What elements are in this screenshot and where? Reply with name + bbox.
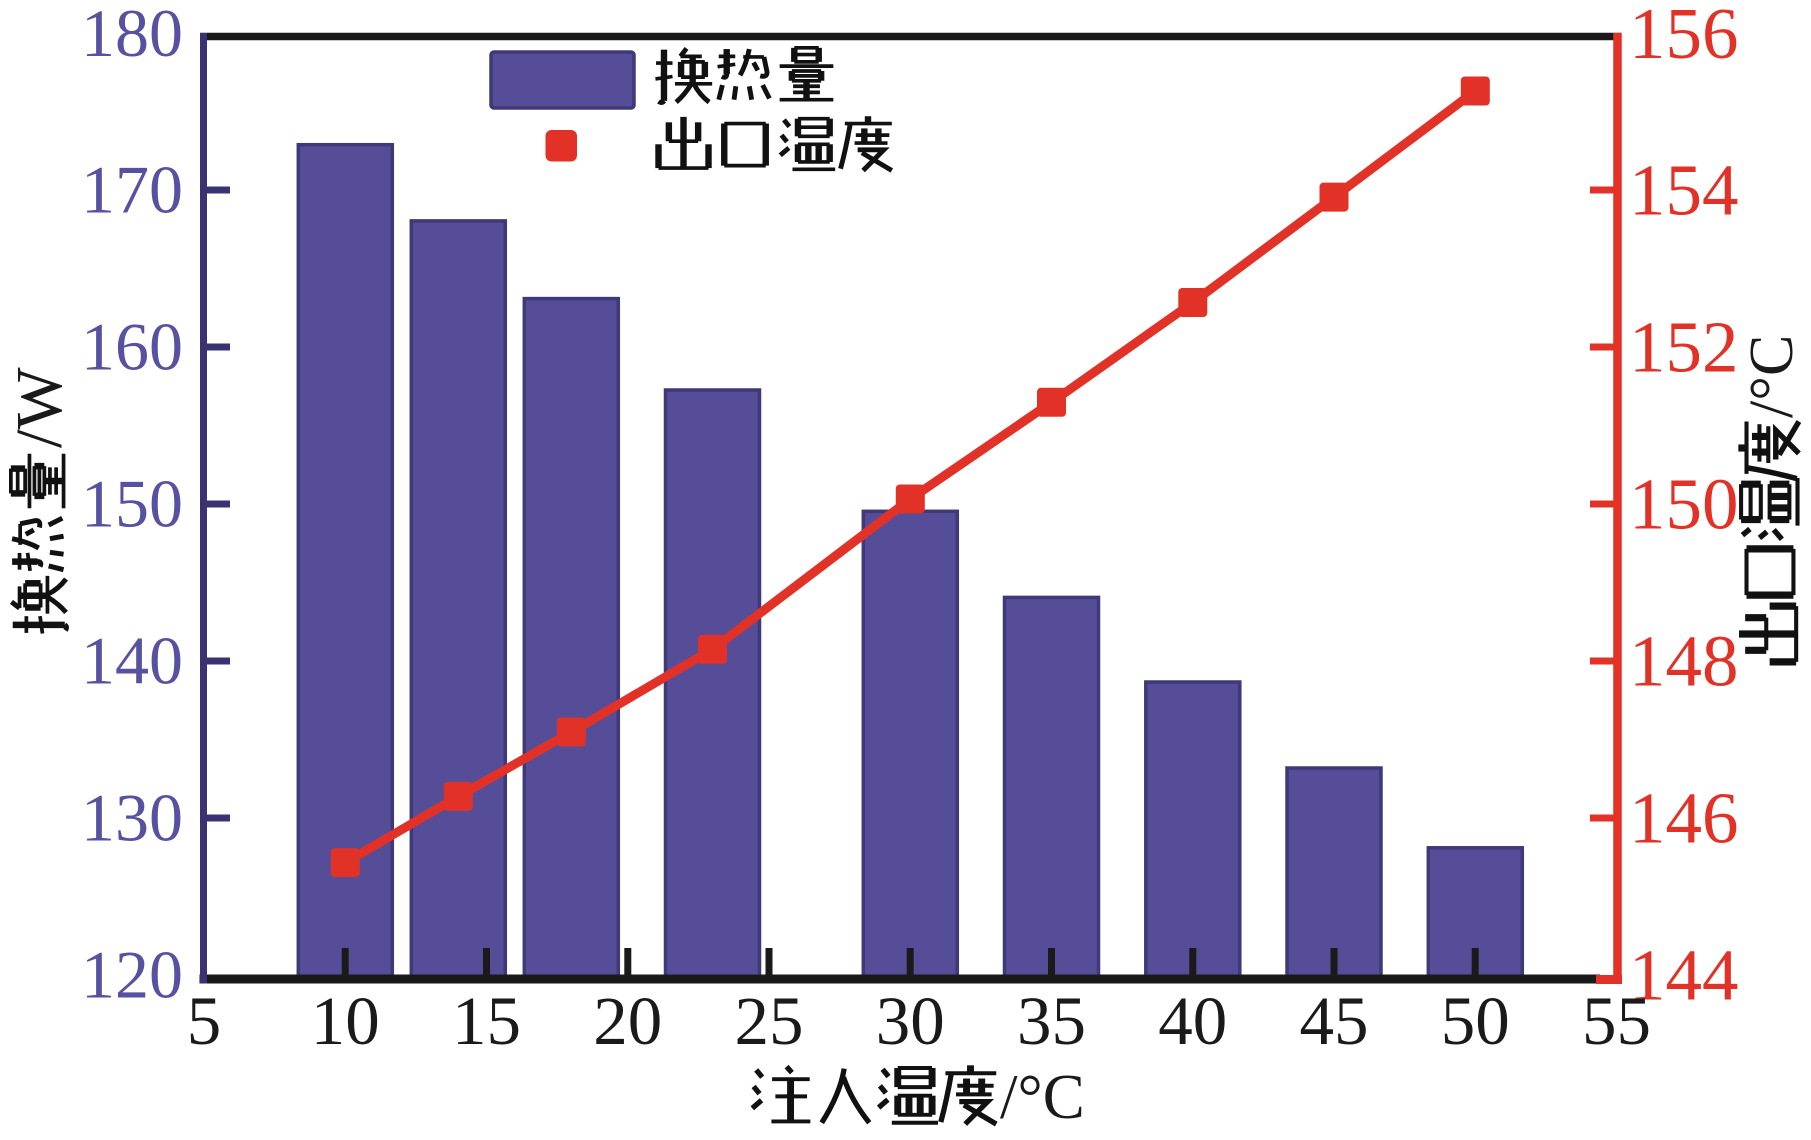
svg-text:30: 30 xyxy=(876,983,945,1059)
svg-text:150: 150 xyxy=(1629,464,1739,545)
svg-text:170: 170 xyxy=(81,152,183,228)
svg-text:40: 40 xyxy=(1158,983,1227,1059)
svg-text:144: 144 xyxy=(1629,935,1739,1016)
svg-text:160: 160 xyxy=(81,309,183,385)
svg-text:150: 150 xyxy=(81,466,183,542)
svg-text:25: 25 xyxy=(735,983,804,1059)
svg-text:152: 152 xyxy=(1629,307,1739,388)
svg-text:55: 55 xyxy=(1582,983,1651,1059)
svg-text:20: 20 xyxy=(593,983,662,1059)
svg-text:35: 35 xyxy=(1017,983,1086,1059)
svg-text:156: 156 xyxy=(1629,0,1739,74)
svg-text:/°C: /°C xyxy=(1000,1062,1085,1132)
svg-text:130: 130 xyxy=(81,780,183,856)
svg-text:10: 10 xyxy=(311,983,380,1059)
svg-text:/W: /W xyxy=(3,367,76,448)
svg-text:15: 15 xyxy=(452,983,521,1059)
svg-text:45: 45 xyxy=(1300,983,1369,1059)
svg-text:50: 50 xyxy=(1441,983,1510,1059)
svg-text:154: 154 xyxy=(1629,150,1739,231)
svg-text:148: 148 xyxy=(1629,621,1739,702)
svg-text:/°C: /°C xyxy=(1738,335,1806,418)
svg-text:5: 5 xyxy=(187,983,222,1059)
svg-text:120: 120 xyxy=(81,937,183,1013)
svg-text:180: 180 xyxy=(81,0,183,71)
svg-text:140: 140 xyxy=(81,623,183,699)
svg-text:146: 146 xyxy=(1629,778,1739,859)
